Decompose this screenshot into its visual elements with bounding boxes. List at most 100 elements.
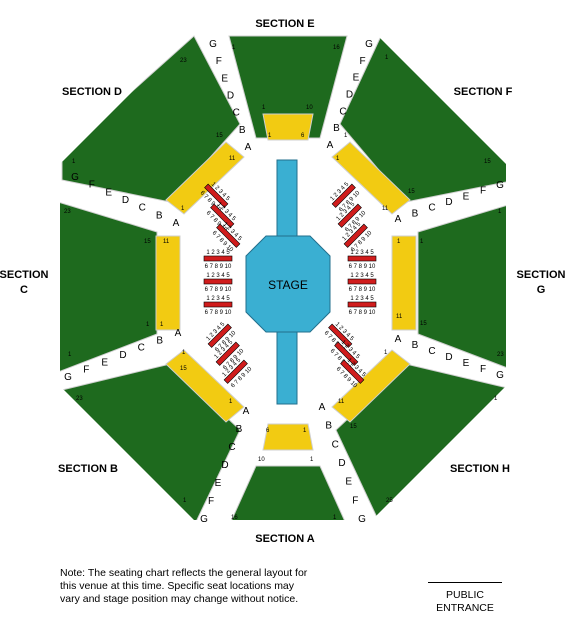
- row-letter-cd-a: A: [173, 218, 180, 229]
- seat-numbers-6-10: 6 7 8 9 10: [205, 287, 232, 293]
- row-letter-ef-a: A: [327, 140, 334, 151]
- front-rows-b[interactable]: [165, 349, 245, 423]
- stage-runway-south: [276, 329, 298, 405]
- chair-row[interactable]: [340, 359, 365, 384]
- row-letter-fg-f: F: [480, 186, 486, 197]
- floor-chair-group[interactable]: 1 2 3 4 56 7 8 9 10: [203, 273, 233, 293]
- row-letter-fg-a: A: [395, 214, 402, 225]
- seat-num-h-25: 25: [386, 498, 393, 504]
- seat-num-d-1b: 1: [72, 159, 76, 165]
- chair-row[interactable]: [337, 203, 362, 228]
- chair-row[interactable]: [343, 223, 368, 248]
- chair-row[interactable]: [328, 323, 353, 348]
- entrance-line-2: ENTRANCE: [436, 602, 494, 614]
- chair-row[interactable]: [334, 341, 359, 366]
- chair-row[interactable]: [347, 278, 377, 285]
- floor-chair-group[interactable]: 1 2 3 4 56 7 8 9 10: [220, 356, 254, 390]
- stage-label: STAGE: [268, 278, 308, 292]
- seat-numbers-6-10: 6 7 8 9 10: [349, 264, 376, 270]
- floor-chair-group[interactable]: 1 2 3 4 56 7 8 9 10: [340, 220, 374, 254]
- seat-num-c-23: 23: [64, 209, 71, 215]
- floor-chair-group[interactable]: 1 2 3 4 56 7 8 9 10: [347, 273, 377, 293]
- seat-num-a-1b: 1: [310, 457, 314, 463]
- seat-num-f-20: 15: [484, 159, 491, 165]
- row-letter-ab-b: B: [236, 424, 243, 435]
- row-letter-ah-d: D: [338, 458, 345, 469]
- floor-seating: 1 2 3 4 5 6 7 8 9 10 1 2 3 4 5 6 7 8 9 10 1 …: [199, 181, 377, 390]
- floor-chair-group[interactable]: 1 2 3 4 56 7 8 9 10: [203, 296, 233, 316]
- floor-chair-group[interactable]: 1 2 3 4 56 7 8 9 10: [347, 296, 377, 316]
- row-letter-de-b: B: [239, 125, 246, 136]
- chair-row[interactable]: [331, 183, 356, 208]
- disclaimer-note: Note: The seating chart reflects the gen…: [60, 567, 360, 606]
- row-letter-gh-f: F: [480, 364, 486, 375]
- seat-num-c-1c: 1: [68, 352, 72, 358]
- row-letter-ef-d: D: [346, 90, 353, 101]
- section-g-label-1: SECTION: [517, 269, 566, 281]
- seat-num-b-1b: 1: [229, 399, 233, 405]
- chair-row[interactable]: [204, 183, 229, 208]
- seat-num-b-15: 15: [180, 366, 187, 372]
- row-letter-cd-c: C: [139, 203, 146, 214]
- row-letter-fg-g: G: [496, 180, 504, 191]
- section-e-block[interactable]: [228, 35, 348, 139]
- row-letter-ah-g: G: [358, 514, 366, 525]
- front-rows-d[interactable]: [165, 141, 245, 215]
- seat-numbers-6-10: 6 7 8 9 10: [349, 287, 376, 293]
- front-rows-a[interactable]: [262, 423, 314, 451]
- chair-row[interactable]: [203, 301, 233, 308]
- seat-num-b-1: 1: [182, 350, 186, 356]
- seat-num-a-1: 1: [303, 428, 307, 434]
- seat-num-h-1b: 1: [494, 396, 498, 402]
- chair-row[interactable]: [203, 278, 233, 285]
- seat-numbers-6-10: 6 7 8 9 10: [205, 310, 232, 316]
- row-letter-gh-b: B: [412, 340, 419, 351]
- chair-row[interactable]: [210, 203, 235, 228]
- row-letter-fg-e: E: [463, 191, 470, 202]
- chair-row[interactable]: [216, 223, 241, 248]
- row-letter-gh-g: G: [496, 370, 504, 381]
- chair-row[interactable]: [207, 323, 232, 348]
- chair-row[interactable]: [223, 359, 248, 384]
- row-letter-ah-c: C: [332, 439, 339, 450]
- row-letter-gh-e: E: [463, 358, 470, 369]
- section-c-label-2: C: [20, 284, 28, 296]
- seat-numbers-1-5: 1 2 3 4 5: [350, 250, 374, 256]
- seat-num-f-15: 15: [408, 189, 415, 195]
- seat-num-g-1: 1: [498, 209, 502, 215]
- seat-num-d-23: 23: [180, 58, 187, 64]
- front-rows-g[interactable]: [391, 235, 417, 331]
- row-letter-bc-b: B: [156, 335, 163, 346]
- seat-num-c-1: 1: [146, 322, 150, 328]
- row-letter-bc-e: E: [101, 357, 108, 368]
- section-c-block[interactable]: [58, 201, 158, 373]
- chair-row[interactable]: [347, 301, 377, 308]
- row-letter-ab-d: D: [221, 460, 228, 471]
- seat-num-g-1c: 1: [397, 239, 401, 245]
- section-a-block[interactable]: [228, 465, 348, 526]
- front-rows-f[interactable]: [331, 141, 411, 215]
- section-g-label-2: G: [537, 284, 546, 296]
- chair-row[interactable]: [215, 341, 240, 366]
- seat-num-f-1b: 1: [344, 133, 348, 139]
- seat-num-c-11: 11: [163, 239, 170, 245]
- front-rows-e[interactable]: [262, 113, 314, 141]
- note-line-3: vary and stage position may change witho…: [60, 593, 299, 605]
- section-g-block[interactable]: [417, 201, 518, 373]
- floor-chair-group[interactable]: 1 2 3 4 5 6 7 8 9 10: [347, 250, 377, 270]
- row-letter-labels: ABCDEFGABCDEFGABCDEFGABCDEFGABCDEFGABCDE…: [64, 39, 504, 525]
- seat-numbers-6-10: 6 7 8 9 10: [349, 310, 376, 316]
- front-rows-c[interactable]: [155, 235, 181, 331]
- row-letter-cd-g: G: [71, 172, 79, 183]
- floor-chair-group[interactable]: 1 2 3 4 56 7 8 9 10: [203, 250, 233, 270]
- seat-num-e-10: 10: [306, 105, 313, 111]
- seat-num-b-23: 23: [76, 396, 83, 402]
- chair-row[interactable]: [347, 255, 377, 262]
- row-letter-de-g: G: [209, 39, 217, 50]
- seat-num-g-15: 15: [420, 321, 427, 327]
- front-rows-h[interactable]: [331, 349, 411, 423]
- section-d-label: SECTION D: [62, 86, 122, 98]
- note-line-1: Note: The seating chart reflects the gen…: [60, 567, 308, 579]
- chair-row[interactable]: [203, 255, 233, 262]
- seat-num-f-1c: 1: [336, 156, 340, 162]
